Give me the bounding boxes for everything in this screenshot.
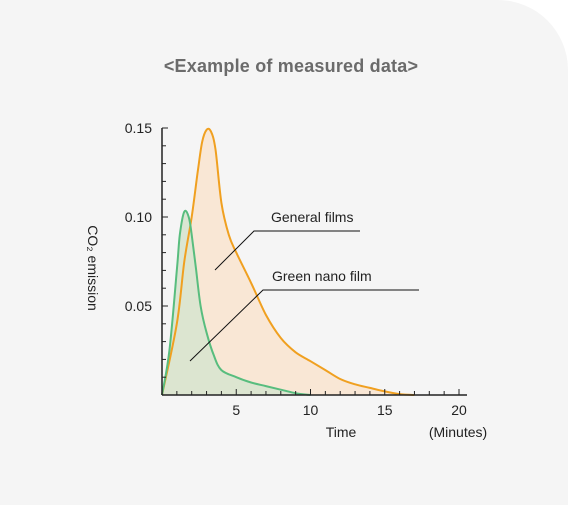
y-axis-label: CO₂ emission xyxy=(85,225,101,311)
series-label-general-films: General films xyxy=(271,209,353,225)
x-tick-label: 10 xyxy=(303,402,319,418)
series-annotations: General films Green nano film xyxy=(189,209,419,362)
annotation-leader-green-nano-film xyxy=(189,289,419,362)
x-tick-label: 15 xyxy=(377,402,393,418)
axis-ticks xyxy=(162,127,460,395)
x-tick-label: 20 xyxy=(451,402,467,418)
x-axis-label: Time xyxy=(326,424,357,440)
axis-tick-labels: 5 10 15 20 0.05 0.10 0.15 xyxy=(125,120,467,418)
x-axis-unit: (Minutes) xyxy=(429,424,487,440)
series-area-green-nano-film xyxy=(162,210,311,395)
series-label-green-nano-film: Green nano film xyxy=(272,268,372,284)
y-tick-label: 0.10 xyxy=(125,209,152,225)
series-area-general-films xyxy=(162,128,415,395)
y-tick-label: 0.05 xyxy=(125,298,152,314)
series-areas xyxy=(162,128,415,395)
axes xyxy=(161,128,467,396)
x-tick-label: 5 xyxy=(232,402,240,418)
y-tick-label: 0.15 xyxy=(125,120,152,136)
series-line-general-films xyxy=(161,127,415,396)
page-title: <Example of measured data> xyxy=(163,56,419,76)
series-lines xyxy=(161,127,415,396)
series-line-green-nano-film xyxy=(161,209,311,396)
annotation-leader-general-films xyxy=(214,230,360,271)
